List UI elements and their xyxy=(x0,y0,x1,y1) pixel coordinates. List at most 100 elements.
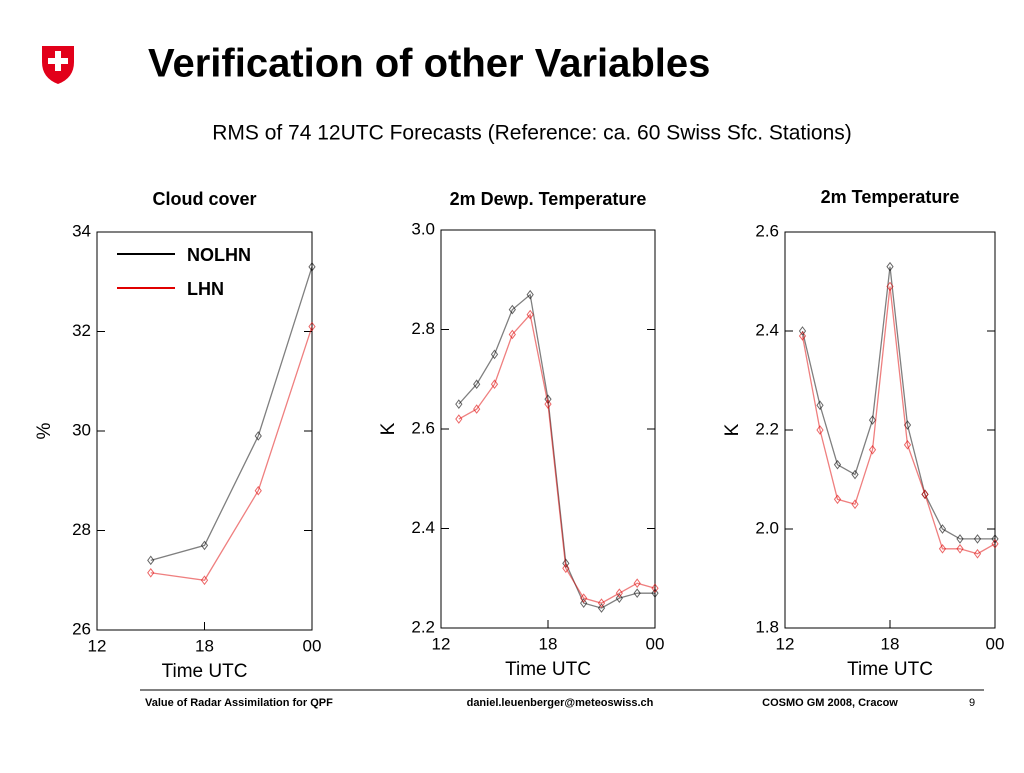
data-point xyxy=(851,469,859,480)
footer-center: daniel.leuenberger@meteoswiss.ch xyxy=(467,697,654,709)
data-point xyxy=(562,563,570,574)
data-point xyxy=(597,598,606,608)
y-axis-label: % xyxy=(34,422,55,439)
chart-title: 2m Temperature xyxy=(821,187,960,207)
data-point xyxy=(798,331,807,341)
series-line xyxy=(150,266,313,561)
data-point xyxy=(490,349,499,360)
x-tick-label: 18 xyxy=(539,634,558,653)
y-tick-label: 2.4 xyxy=(411,518,435,537)
data-point xyxy=(938,524,947,534)
footer-right: COSMO GM 2008, Cracow xyxy=(762,697,898,709)
data-point xyxy=(833,494,842,505)
y-tick-label: 30 xyxy=(72,420,91,439)
slide-subtitle: RMS of 74 12UTC Forecasts (Reference: ca… xyxy=(212,122,852,145)
series-line xyxy=(458,293,655,609)
data-point xyxy=(851,499,859,510)
data-point xyxy=(473,379,481,390)
y-tick-label: 2.2 xyxy=(411,617,435,636)
data-point xyxy=(597,603,606,613)
data-point xyxy=(544,399,552,409)
data-point xyxy=(991,539,999,549)
x-axis-label: Time UTC xyxy=(847,659,933,680)
data-point xyxy=(886,261,894,272)
y-tick-label: 2.0 xyxy=(755,518,779,537)
y-tick-label: 3.0 xyxy=(411,219,435,238)
x-tick-label: 12 xyxy=(88,636,107,655)
data-point xyxy=(633,578,641,589)
data-point xyxy=(147,555,155,566)
y-axis-label: K xyxy=(722,423,743,436)
y-tick-label: 2.2 xyxy=(755,419,779,438)
data-point xyxy=(455,414,463,424)
data-point xyxy=(615,593,623,603)
y-tick-label: 1.8 xyxy=(755,617,779,636)
x-tick-label: 00 xyxy=(646,634,665,653)
y-tick-label: 34 xyxy=(72,221,91,240)
x-tick-label: 00 xyxy=(986,634,1005,653)
y-axis-label: K xyxy=(378,422,399,435)
data-point xyxy=(921,489,929,500)
plot-frame xyxy=(440,229,656,629)
data-point xyxy=(651,588,659,599)
data-point xyxy=(956,534,964,544)
y-tick-label: 26 xyxy=(72,619,91,638)
series-line xyxy=(801,266,995,540)
data-point xyxy=(508,329,516,340)
series-line xyxy=(458,313,656,604)
data-point xyxy=(580,598,588,608)
y-tick-label: 32 xyxy=(72,321,91,340)
data-point xyxy=(633,588,641,599)
swiss-logo xyxy=(42,46,74,84)
x-axis-label: Time UTC xyxy=(162,661,248,682)
x-tick-label: 12 xyxy=(432,634,451,653)
data-point xyxy=(254,431,262,441)
footer-left: Value of Radar Assimilation for QPF xyxy=(145,697,333,709)
x-tick-label: 18 xyxy=(881,634,900,653)
data-point xyxy=(508,304,516,315)
data-point xyxy=(938,543,947,554)
data-point xyxy=(526,289,534,300)
legend-label: LHN xyxy=(187,279,224,299)
data-point xyxy=(473,404,481,414)
data-point xyxy=(991,534,999,544)
data-point xyxy=(526,309,534,320)
data-point xyxy=(868,444,877,455)
data-point xyxy=(615,588,623,599)
data-point xyxy=(254,485,262,496)
data-point xyxy=(455,399,463,409)
data-point xyxy=(816,400,824,411)
data-point xyxy=(973,548,982,559)
x-tick-label: 18 xyxy=(195,636,214,655)
slide-title: Verification of other Variables xyxy=(148,42,710,86)
y-tick-label: 2.6 xyxy=(755,221,779,240)
y-tick-label: 28 xyxy=(72,520,91,539)
data-point xyxy=(651,583,659,594)
data-point xyxy=(833,459,842,470)
data-point xyxy=(956,543,964,554)
data-point xyxy=(973,534,982,544)
y-tick-label: 2.4 xyxy=(755,320,779,339)
chart-title: Cloud cover xyxy=(152,189,256,209)
data-point xyxy=(200,540,209,551)
data-point xyxy=(580,593,588,603)
chart-title: 2m Dewp. Temperature xyxy=(450,189,647,209)
data-point xyxy=(308,321,316,332)
y-tick-label: 2.6 xyxy=(411,418,435,437)
data-point xyxy=(868,415,877,425)
data-point xyxy=(798,326,807,336)
data-point xyxy=(816,425,824,435)
x-axis-label: Time UTC xyxy=(505,659,591,680)
data-point xyxy=(200,575,209,586)
x-tick-label: 00 xyxy=(303,636,322,655)
page-number: 9 xyxy=(969,697,975,709)
series-line xyxy=(150,326,313,581)
y-tick-label: 2.8 xyxy=(411,319,435,338)
data-point xyxy=(886,281,894,292)
data-point xyxy=(903,440,912,450)
data-point xyxy=(308,261,316,272)
legend-label: NOLHN xyxy=(187,245,251,265)
x-tick-label: 12 xyxy=(776,634,795,653)
series-line xyxy=(801,286,996,555)
